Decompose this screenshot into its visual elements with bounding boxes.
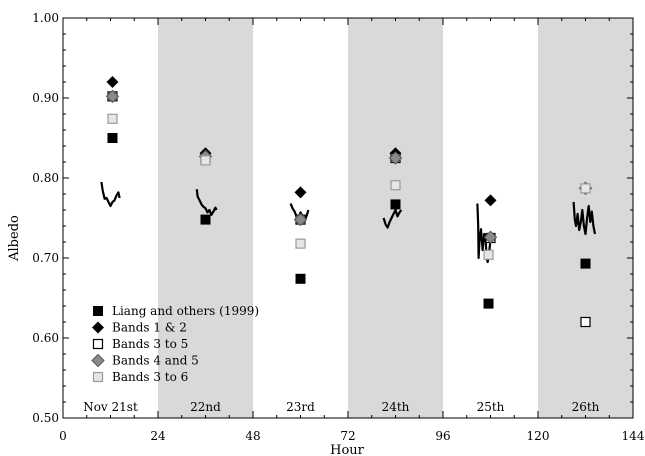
legend-label: Bands 3 to 6 [112,370,188,384]
data-point [483,230,498,244]
data-point [390,180,401,191]
data-marker-layer [105,76,593,328]
legend-marker [93,306,103,316]
legend: Liang and others (1999) Bands 1 & 2 Bands … [91,304,259,384]
data-point [105,89,120,104]
legend-label: Bands 4 and 5 [112,354,199,368]
y-axis: 0.50 0.60 0.70 0.80 0.90 1.00 [32,11,633,425]
x-tick-label: 144 [622,429,645,443]
legend-label: Liang and others (1999) [112,304,259,318]
legend-marker [91,353,105,368]
day-label: 24th [382,400,410,414]
shaded-day-band [348,18,443,418]
day-label: 23rd [286,400,315,414]
data-point [390,199,401,210]
x-tick-label: 72 [340,429,355,443]
measured-trace [195,189,218,216]
data-point [200,214,211,225]
measured-trace [572,201,597,236]
day-label: Nov 21st [83,400,138,414]
measured-trace [100,181,121,208]
x-axis: 0 24 48 72 96 120 144 [59,18,645,443]
data-point [484,194,497,207]
y-tick-label: 0.90 [32,91,59,105]
x-tick-label: 0 [59,429,67,443]
y-tick-label: 0.50 [32,411,59,425]
day-band-layer [158,18,633,418]
x-tick-label: 120 [527,429,550,443]
data-point [483,298,494,309]
data-point [388,151,403,165]
measured-trace [382,208,403,229]
x-tick-label: 96 [435,429,450,443]
data-point [483,249,494,260]
legend-label: Bands 3 to 5 [112,337,188,351]
data-point [106,76,119,88]
y-tick-label: 1.00 [32,11,59,25]
y-tick-label: 0.70 [32,251,59,265]
data-point [580,258,591,269]
data-point [107,133,118,143]
legend-marker [92,321,104,334]
y-tick-label: 0.80 [32,171,59,185]
day-labels: Nov 21st 22nd 23rd 24th 25th 26th [83,400,599,414]
data-point [200,155,211,166]
x-tick-label: 24 [150,429,166,443]
day-label: 22nd [190,400,221,414]
shaded-day-band [538,18,633,418]
y-axis-label: Albedo [7,215,22,262]
data-point [293,212,308,227]
data-point [580,316,591,328]
legend-marker [92,338,104,350]
x-tick-label: 48 [245,429,260,443]
x-axis-label: Hour [330,443,365,456]
day-label: 25th [477,400,505,414]
data-point [295,238,306,249]
data-point [107,113,118,124]
y-tick-label: 0.60 [32,331,59,345]
data-point [294,186,307,199]
legend-label: Bands 1 & 2 [112,321,187,335]
day-label: 26th [572,400,600,414]
data-point [580,183,591,194]
legend-marker [92,371,104,383]
data-point [295,273,306,284]
